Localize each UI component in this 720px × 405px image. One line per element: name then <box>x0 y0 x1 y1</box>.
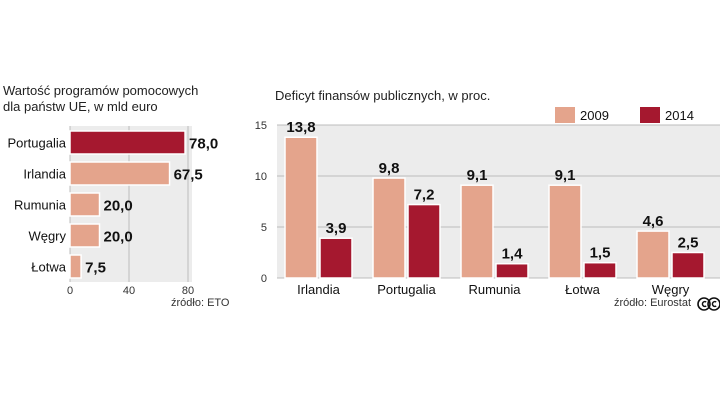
right-category-portugalia: Portugalia <box>377 282 436 297</box>
left-category-rumunia: Rumunia <box>14 198 67 213</box>
left-value-lotwa: 7,5 <box>85 260 106 277</box>
left-bar-irlandia <box>69 161 171 186</box>
right-y-tick-5: 5 <box>261 222 267 234</box>
right-value-lotwa-2009: 9,1 <box>555 167 576 184</box>
right-bar-irlandia-2009 <box>284 136 318 279</box>
right-value-wegry-2014: 2,5 <box>678 235 699 252</box>
left-category-lotwa: Łotwa <box>31 260 66 275</box>
right-category-lotwa: Łotwa <box>565 282 600 297</box>
left-value-irlandia: 67,5 <box>174 167 203 184</box>
legend-label-2014: 2014 <box>665 108 694 123</box>
right-chart-title: Deficyt finansów publicznych, w proc. <box>275 88 491 103</box>
right-value-wegry-2009: 4,6 <box>643 213 664 230</box>
right-bar-rumunia-2014 <box>495 262 529 279</box>
left-category-portugalia: Portugalia <box>7 136 66 151</box>
right-category-rumunia: Rumunia <box>468 282 521 297</box>
left-value-portugalia: 78,0 <box>189 136 218 153</box>
right-y-tick-0: 0 <box>261 273 267 285</box>
left-bar-lotwa <box>69 254 82 279</box>
left-x-tick-40: 40 <box>123 285 135 297</box>
left-chart-title-line-1: Wartość programów pomocowych <box>3 83 199 98</box>
aid-programs-bar-chart: Portugalia 78,0 Irlandia 67,5 Rumunia 20,0 Węg… <box>7 126 218 297</box>
right-category-irlandia: Irlandia <box>297 282 340 297</box>
left-chart-source: źródło: ETO <box>171 297 230 309</box>
legend-swatch-2014 <box>640 107 660 123</box>
right-value-portugalia-2009: 9,8 <box>379 160 400 177</box>
legend-label-2009: 2009 <box>580 108 609 123</box>
left-x-tick-0: 0 <box>67 285 73 297</box>
right-bar-portugalia-2014 <box>407 203 441 279</box>
right-bar-lotwa-2014 <box>583 261 617 279</box>
left-category-irlandia: Irlandia <box>23 167 66 182</box>
right-value-irlandia-2014: 3,9 <box>326 220 347 237</box>
right-y-tick-15: 15 <box>255 120 267 132</box>
right-category-wegry: Węgry <box>652 282 690 297</box>
right-value-rumunia-2009: 9,1 <box>467 167 488 184</box>
left-value-rumunia: 20,0 <box>104 198 133 215</box>
left-bar-wegry <box>69 223 101 248</box>
right-value-irlandia-2009: 13,8 <box>286 119 315 136</box>
right-value-rumunia-2014: 1,4 <box>502 246 524 263</box>
left-bar-portugalia <box>69 130 186 155</box>
right-bar-wegry-2009 <box>636 230 670 279</box>
right-value-portugalia-2014: 7,2 <box>414 187 435 204</box>
left-category-wegry: Węgry <box>28 229 66 244</box>
right-value-lotwa-2014: 1,5 <box>590 245 611 262</box>
left-x-tick-80: 80 <box>182 285 194 297</box>
right-bar-irlandia-2014 <box>319 237 353 279</box>
right-chart-source: źródło: Eurostat <box>614 297 692 309</box>
right-bar-portugalia-2009 <box>372 177 406 279</box>
left-value-wegry: 20,0 <box>104 229 133 246</box>
creative-commons-icon <box>697 297 720 311</box>
left-bar-rumunia <box>69 192 101 217</box>
left-chart-title-line-2: dla państw UE, w mld euro <box>3 99 158 114</box>
legend-swatch-2009 <box>555 107 575 123</box>
right-y-tick-10: 10 <box>255 171 267 183</box>
deficit-bar-chart: 2009 2014 13,8 3,9 Irlandia 9,8 7,2 Portugalia… <box>255 107 720 297</box>
right-bar-wegry-2014 <box>671 251 705 279</box>
right-bar-rumunia-2009 <box>460 184 494 279</box>
right-bar-lotwa-2009 <box>548 184 582 279</box>
